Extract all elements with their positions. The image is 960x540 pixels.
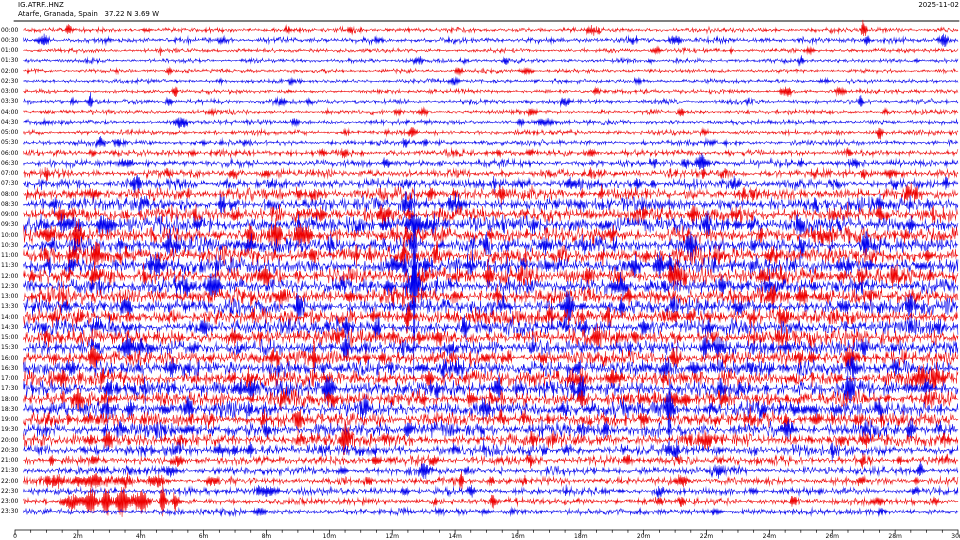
row-time-label: 00:00 bbox=[1, 26, 19, 34]
row-time-label: 23:00 bbox=[1, 498, 19, 505]
row-time-label: 07:30 bbox=[1, 180, 19, 188]
row-time-label: 05:30 bbox=[1, 139, 19, 147]
row-time-label: 01:30 bbox=[1, 57, 19, 65]
row-time-label: 20:00 bbox=[1, 436, 19, 444]
row-time-label: 20:30 bbox=[1, 446, 19, 454]
row-time-label: 07:00 bbox=[1, 170, 19, 177]
row-time-label: 16:00 bbox=[1, 354, 19, 362]
row-time-label: 11:30 bbox=[1, 262, 19, 270]
row-time-label: 15:00 bbox=[1, 334, 19, 341]
row-time-label: 03:00 bbox=[1, 88, 19, 95]
axis-tick-label: 8m bbox=[261, 533, 272, 540]
row-time-label: 02:30 bbox=[1, 77, 19, 85]
row-time-label: 08:30 bbox=[1, 200, 19, 208]
row-time-label: 14:30 bbox=[1, 323, 19, 331]
row-time-label: 12:30 bbox=[1, 282, 19, 290]
row-time-label: 04:30 bbox=[1, 118, 19, 126]
row-time-label: 14:00 bbox=[1, 313, 19, 321]
row-time-label: 10:30 bbox=[1, 241, 19, 249]
axis-tick-label: 30m bbox=[951, 533, 960, 540]
row-time-label: 02:00 bbox=[1, 67, 19, 75]
row-time-label: 09:00 bbox=[1, 211, 19, 218]
row-time-label: 10:00 bbox=[1, 231, 19, 239]
axis-tick-label: 20m bbox=[636, 533, 651, 540]
row-time-label: 01:00 bbox=[1, 47, 19, 54]
axis-tick-label: 28m bbox=[888, 533, 902, 540]
row-time-label: 09:30 bbox=[1, 221, 19, 229]
row-time-label: 00:30 bbox=[1, 36, 19, 44]
row-time-label: 23:30 bbox=[1, 508, 19, 516]
axis-tick-label: 2m bbox=[73, 533, 83, 540]
row-time-label: 21:30 bbox=[1, 467, 19, 475]
row-time-label: 19:30 bbox=[1, 426, 19, 434]
row-time-label: 12:00 bbox=[1, 272, 19, 280]
row-time-label: 18:30 bbox=[1, 405, 19, 413]
row-time-label: 18:00 bbox=[1, 395, 19, 403]
row-time-label: 17:30 bbox=[1, 385, 19, 393]
axis-tick-label: 26m bbox=[825, 533, 840, 540]
axis-tick-label: 10m bbox=[322, 533, 337, 540]
axis-tick-label: 16m bbox=[511, 533, 525, 540]
axis-tick-label: 14m bbox=[448, 533, 462, 540]
row-time-label: 04:00 bbox=[1, 108, 19, 116]
row-time-label: 05:00 bbox=[1, 129, 19, 136]
row-time-label: 13:00 bbox=[1, 293, 19, 300]
axis-tick-label: 18m bbox=[574, 533, 588, 540]
row-time-label: 17:00 bbox=[1, 375, 19, 382]
row-time-label: 16:30 bbox=[1, 364, 19, 372]
row-time-label: 03:30 bbox=[1, 98, 19, 106]
axis-tick-label: 22m bbox=[699, 533, 714, 540]
axis-tick-label: 12m bbox=[385, 533, 399, 540]
row-time-label: 06:30 bbox=[1, 159, 19, 167]
row-time-label: 19:00 bbox=[1, 416, 19, 423]
row-time-label: 11:00 bbox=[1, 252, 19, 259]
row-time-label: 15:30 bbox=[1, 344, 19, 352]
axis-tick-label: 4m bbox=[135, 533, 146, 540]
axis-tick-label: 24m bbox=[762, 533, 777, 540]
station-location: Atarfe, Granada, Spain 37.22 N 3.69 W bbox=[18, 10, 159, 18]
axis-tick-label: 0 bbox=[13, 533, 17, 540]
row-time-label: 22:30 bbox=[1, 487, 19, 495]
row-time-label: 08:00 bbox=[1, 190, 19, 198]
row-time-label: 22:00 bbox=[1, 477, 19, 485]
station-id: IG.ATRF..HNZ bbox=[18, 1, 64, 9]
row-time-label: 13:30 bbox=[1, 303, 19, 311]
row-time-label: 06:00 bbox=[1, 149, 19, 157]
row-time-label: 21:00 bbox=[1, 457, 19, 464]
axis-tick-label: 6m bbox=[198, 533, 209, 540]
record-date: 2025-11-02 bbox=[918, 1, 959, 9]
